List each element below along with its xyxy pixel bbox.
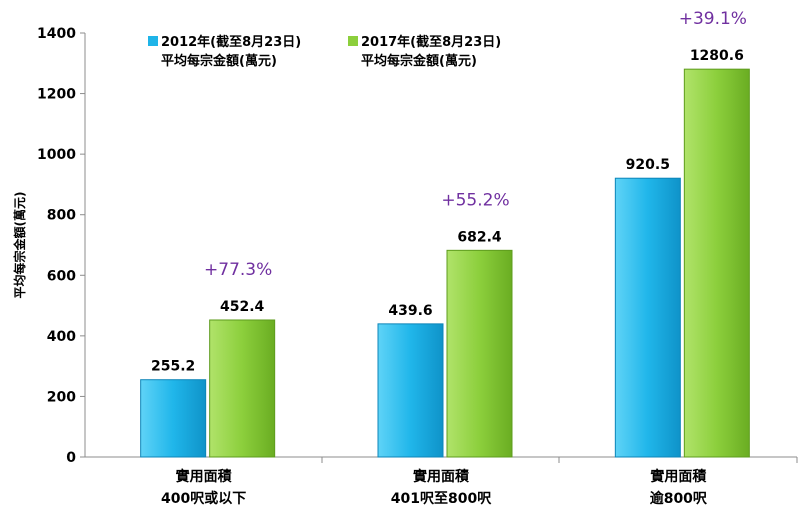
y-tick-label: 1200 [37, 87, 76, 103]
bar-value-label: 439.6 [388, 303, 432, 319]
y-axis-label: 平均每宗金額(萬元) [12, 192, 27, 299]
y-tick-label: 600 [47, 268, 76, 284]
category-label-line2: 400呎或以下 [161, 490, 246, 507]
category-label-line1: 實用面積 [176, 468, 233, 485]
y-tick-label: 200 [47, 389, 76, 405]
category-label-line1: 實用面積 [413, 468, 470, 485]
growth-annotation: +39.1% [679, 9, 747, 29]
legend-swatch-2017 [348, 36, 358, 46]
legend-swatch-2012 [148, 36, 158, 46]
bar-value-label: 682.4 [457, 229, 502, 245]
bar-2012-1 [377, 323, 444, 458]
category-label-line2: 逾800呎 [650, 490, 708, 507]
legend: 2012年(截至8月23日) 平均每宗金額(萬元) 2017年(截至8月23日)… [148, 34, 501, 69]
bar-2017-0 [209, 319, 276, 458]
y-tick-label: 1000 [37, 147, 76, 163]
legend-label-2017-line1: 2017年(截至8月23日) [361, 34, 501, 50]
growth-annotation: +55.2% [441, 190, 509, 210]
y-tick-label: 800 [47, 208, 76, 224]
legend-label-2017-line2: 平均每宗金額(萬元) [361, 53, 477, 69]
growth-annotation: +77.3% [204, 260, 272, 280]
bar-value-label: 920.5 [626, 157, 670, 173]
category-label-line1: 實用面積 [650, 468, 707, 485]
bar-2017-1 [446, 249, 513, 458]
bar-2017-2 [683, 68, 750, 458]
y-tick-label: 0 [66, 450, 76, 466]
bar-value-label: 255.2 [151, 359, 195, 375]
y-tick-label: 400 [47, 329, 76, 345]
bar-2012-0 [140, 379, 207, 458]
category-label-line2: 401呎至800呎 [391, 491, 492, 507]
bar-value-label: 1280.6 [690, 48, 744, 64]
legend-label-2012-line2: 平均每宗金額(萬元) [161, 53, 277, 69]
bar-2012-2 [614, 177, 681, 458]
legend-label-2012-line1: 2012年(截至8月23日) [161, 34, 301, 50]
bar-value-label: 452.4 [220, 299, 265, 315]
y-tick-label: 1400 [37, 26, 76, 42]
